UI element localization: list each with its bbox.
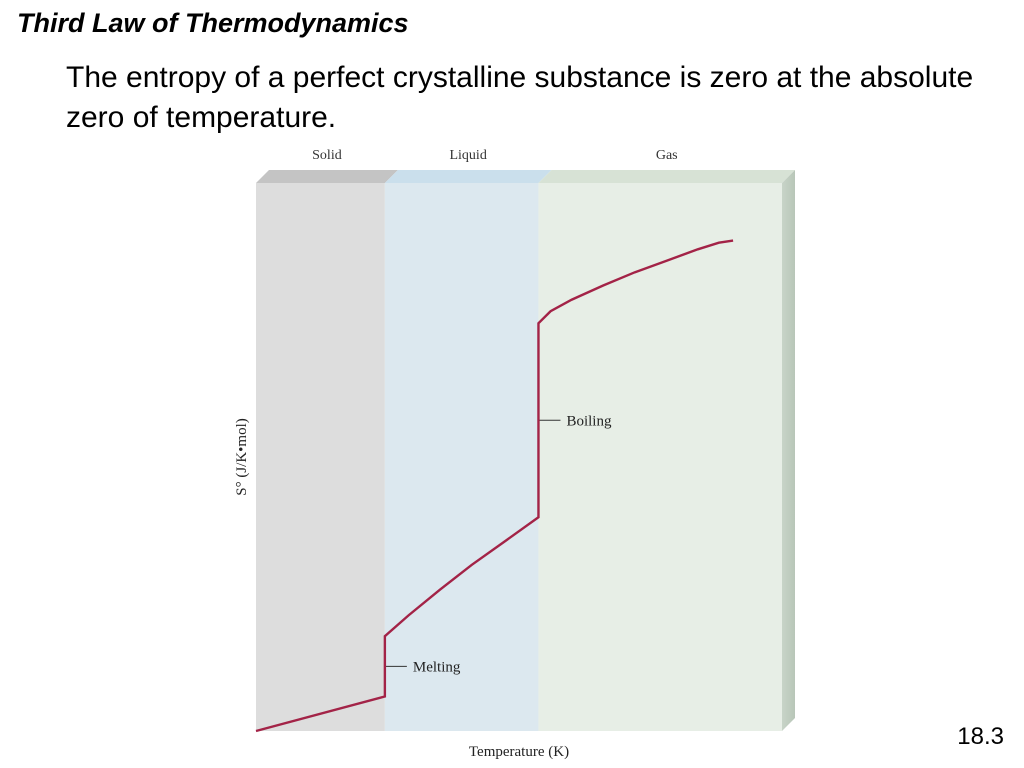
slide-title: Third Law of Thermodynamics [17,8,409,38]
annotation-boiling: Boiling [566,413,612,429]
phase-region-solid [256,183,385,731]
chart-side-panel [782,170,795,731]
y-axis-label: S° (J/K•mol) [234,418,250,496]
phase-label-solid: Solid [312,148,342,163]
phase-region-liquid [384,183,539,731]
phase-top-solid [256,170,398,183]
page-number: 18.3 [957,723,1004,750]
phase-top-gas [538,170,795,183]
phase-top-liquid [384,170,552,183]
phase-label-liquid: Liquid [449,148,486,163]
annotation-leaders [384,419,561,667]
x-axis-label: Temperature (K) [469,744,569,760]
phase-regions [256,183,782,731]
annotation-labels: Melting Boiling [413,413,612,675]
annotation-melting: Melting [413,659,461,675]
entropy-curve [255,239,734,733]
phase-top-bands [256,170,795,183]
phase-region-gas [538,183,782,731]
phase-label-gas: Gas [656,148,678,163]
third-law-statement: The entropy of a perfect crystalline sub… [66,61,974,134]
phase-labels: Solid Liquid Gas [312,148,677,163]
